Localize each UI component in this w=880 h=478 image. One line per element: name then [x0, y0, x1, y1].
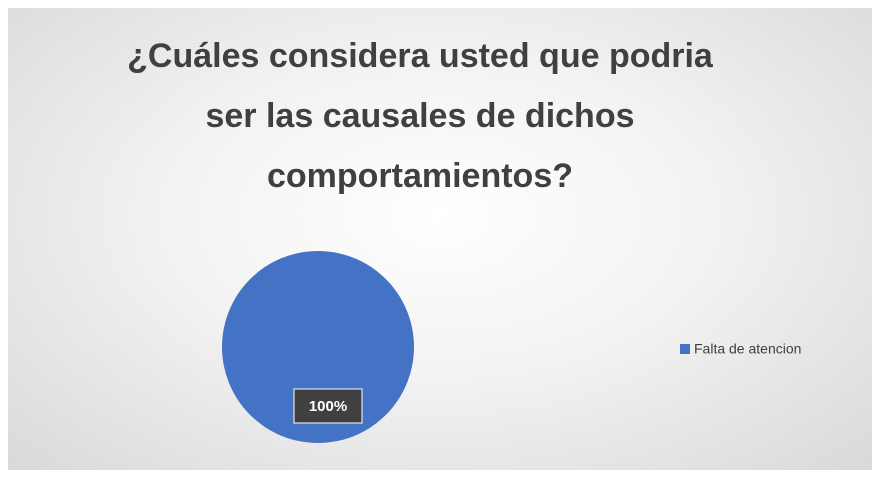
data-label-box [293, 388, 363, 424]
data-label: 100% [309, 398, 347, 415]
chart: 100% Falta de atencion [222, 251, 801, 443]
pie-slice [222, 251, 414, 443]
legend-swatch [680, 344, 690, 354]
chart-title: ¿Cuáles considera usted que podria ser l… [127, 37, 713, 195]
legend-label: Falta de atencion [694, 341, 801, 357]
chart-area: ¿Cuáles considera usted que podria ser l… [8, 8, 872, 470]
